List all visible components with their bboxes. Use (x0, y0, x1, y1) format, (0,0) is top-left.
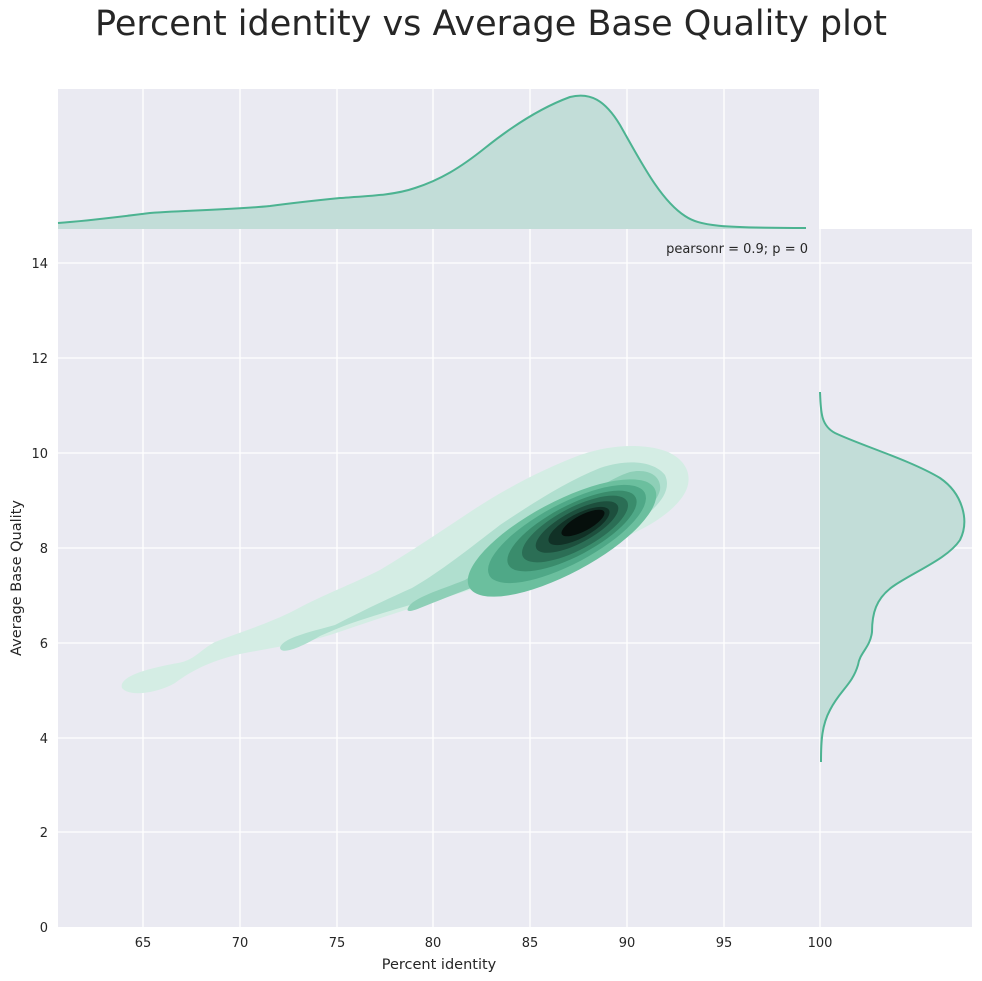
main-axes: pearsonr = 0.9; p = 0 (58, 229, 972, 927)
kde-contours (121, 445, 689, 694)
x-tick-80: 80 (425, 936, 442, 951)
marginal-x-line (57, 94, 807, 229)
x-tick-70: 70 (232, 936, 249, 951)
y-tick-4: 4 (40, 732, 48, 747)
marginal-y-kde (819, 391, 966, 763)
y-tick-6: 6 (40, 637, 48, 652)
y-tick-10: 10 (31, 447, 48, 462)
marginal-x-fill (58, 95, 806, 229)
y-tick-8: 8 (40, 542, 48, 557)
x-tick-95: 95 (716, 936, 733, 951)
x-tick-65: 65 (135, 936, 152, 951)
x-tick-labels: 65 70 75 80 85 90 95 100 (135, 936, 833, 951)
x-tick-85: 85 (522, 936, 539, 951)
x-tick-100: 100 (808, 936, 833, 951)
x-axis-label: Percent identity (382, 957, 497, 973)
contour-level-10 (561, 509, 605, 537)
y-tick-12: 12 (31, 352, 48, 367)
x-tick-90: 90 (619, 936, 636, 951)
y-axis-label: Average Base Quality (9, 500, 25, 656)
y-tick-14: 14 (31, 257, 48, 272)
marginal-x-axes (57, 89, 819, 229)
chart-title: Percent identity vs Average Base Quality… (94, 4, 888, 44)
marginal-y-line (819, 391, 966, 763)
x-tick-75: 75 (329, 936, 346, 951)
y-tick-2: 2 (40, 826, 48, 841)
pearson-annotation: pearsonr = 0.9; p = 0 (666, 242, 808, 257)
y-tick-labels: 0 2 4 6 8 10 12 14 (31, 257, 48, 936)
y-tick-0: 0 (40, 921, 48, 936)
